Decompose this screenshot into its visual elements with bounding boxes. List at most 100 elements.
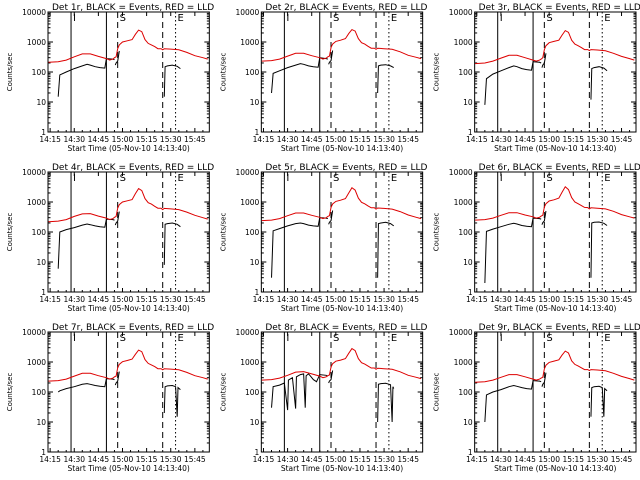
x-tick-label: 15:00	[325, 135, 347, 144]
x-tick-label: 15:00	[325, 295, 347, 304]
marker-label: S	[546, 333, 552, 344]
x-axis-label: Start Time (05-Nov-10 14:13:40)	[281, 304, 403, 313]
y-axis-label: Counts/sec	[433, 53, 441, 92]
y-tick-label: 10000	[22, 8, 46, 17]
series-group	[261, 28, 422, 94]
marker-label: I	[500, 173, 503, 184]
marker-label: E	[178, 13, 184, 24]
x-axis-label: Start Time (05-Nov-10 14:13:40)	[281, 144, 403, 153]
y-tick-label: 1000	[27, 198, 46, 207]
x-axis-label: Start Time (05-Nov-10 14:13:40)	[281, 464, 403, 473]
x-tick-label: 14:15	[253, 135, 275, 144]
x-tick-label: 15:30	[373, 135, 395, 144]
panel-title: Det 3r, BLACK = Events, RED = LLD	[479, 3, 640, 13]
series-events-line	[377, 221, 395, 278]
marker-label: S	[546, 173, 552, 184]
y-tick-label: 1000	[27, 38, 46, 47]
x-tick-label: 14:45	[88, 295, 110, 304]
y-tick-label: 10000	[449, 328, 473, 337]
x-tick-label: 15:15	[136, 135, 158, 144]
x-tick-label: 14:30	[490, 455, 512, 464]
marker-label: E	[604, 333, 610, 344]
marker-label: S	[120, 13, 126, 24]
series-events-line	[57, 218, 115, 269]
y-tick-label: 1000	[454, 198, 473, 207]
y-tick-label: 10	[463, 98, 473, 107]
y-tick-label: 100	[245, 68, 260, 77]
x-tick-label: 14:15	[39, 135, 61, 144]
y-tick-label: 10	[463, 418, 473, 427]
series-events-line	[541, 372, 547, 387]
x-tick-label: 15:00	[538, 455, 560, 464]
x-tick-label: 15:00	[112, 295, 134, 304]
y-tick-label: 100	[245, 228, 260, 237]
y-axis-label: Counts/sec	[6, 213, 14, 252]
x-tick-label: 14:15	[466, 455, 488, 464]
series-events-line	[541, 53, 547, 68]
y-tick-label: 1000	[27, 358, 46, 367]
series-events-line	[484, 217, 542, 284]
x-axis-label: Start Time (05-Nov-10 14:13:40)	[494, 464, 616, 473]
x-tick-label: 15:45	[184, 135, 206, 144]
series-events-line	[328, 50, 334, 65]
panel-title: Det 9r, BLACK = Events, RED = LLD	[479, 323, 640, 333]
series-lld-line	[261, 347, 422, 381]
series-group	[48, 349, 208, 417]
x-tick-label: 14:15	[39, 455, 61, 464]
x-tick-label: 15:15	[562, 455, 584, 464]
y-tick-label: 1	[41, 288, 46, 297]
y-tick-label: 10	[36, 258, 46, 267]
series-events-line	[541, 210, 547, 225]
y-axis-label: Counts/sec	[219, 373, 227, 412]
y-tick-label: 1	[468, 448, 473, 457]
series-events-line	[57, 378, 115, 393]
marker-label: I	[73, 13, 76, 24]
marker-label: S	[120, 173, 126, 184]
series-events-line	[163, 222, 181, 265]
x-tick-label: 15:00	[112, 455, 134, 464]
y-tick-label: 1	[41, 128, 46, 137]
x-tick-label: 15:30	[160, 295, 182, 304]
panel-title: Det 7r, BLACK = Events, RED = LLD	[52, 323, 214, 333]
x-tick-label: 15:45	[184, 295, 206, 304]
marker-label: E	[178, 173, 184, 184]
panel-title: Det 4r, BLACK = Events, RED = LLD	[52, 163, 214, 173]
marker-label: E	[391, 173, 397, 184]
series-group	[475, 350, 635, 423]
x-tick-label: 15:15	[349, 295, 371, 304]
marker-label: E	[391, 13, 397, 24]
y-tick-label: 1	[468, 128, 473, 137]
y-tick-label: 1	[255, 128, 260, 137]
y-tick-label: 10	[250, 418, 260, 427]
x-tick-label: 15:15	[136, 455, 158, 464]
y-tick-label: 10000	[22, 168, 46, 177]
panel-title: Det 5r, BLACK = Events, RED = LLD	[265, 163, 427, 173]
panel-title: Det 2r, BLACK = Events, RED = LLD	[265, 3, 427, 13]
series-events-line	[328, 210, 334, 225]
x-tick-label: 14:15	[253, 295, 275, 304]
y-axis-label: Counts/sec	[219, 213, 227, 252]
marker-label: E	[178, 333, 184, 344]
y-axis-label: Counts/sec	[433, 213, 441, 252]
x-tick-label: 14:45	[514, 295, 536, 304]
marker-label: S	[333, 173, 339, 184]
y-tick-label: 10	[36, 418, 46, 427]
series-events-line	[590, 66, 608, 100]
x-tick-label: 15:45	[611, 455, 633, 464]
marker-label: S	[333, 333, 339, 344]
x-axis-label: Start Time (05-Nov-10 14:13:40)	[494, 144, 616, 153]
y-tick-label: 10000	[449, 8, 473, 17]
x-axis-label: Start Time (05-Nov-10 14:13:40)	[68, 304, 190, 313]
marker-label: I	[286, 13, 289, 24]
series-events-line	[328, 370, 334, 384]
x-tick-label: 14:45	[514, 135, 536, 144]
y-tick-label: 100	[32, 228, 47, 237]
marker-label: I	[500, 13, 503, 24]
series-events-line	[484, 380, 542, 423]
y-tick-label: 1000	[454, 358, 473, 367]
series-group	[261, 186, 422, 278]
